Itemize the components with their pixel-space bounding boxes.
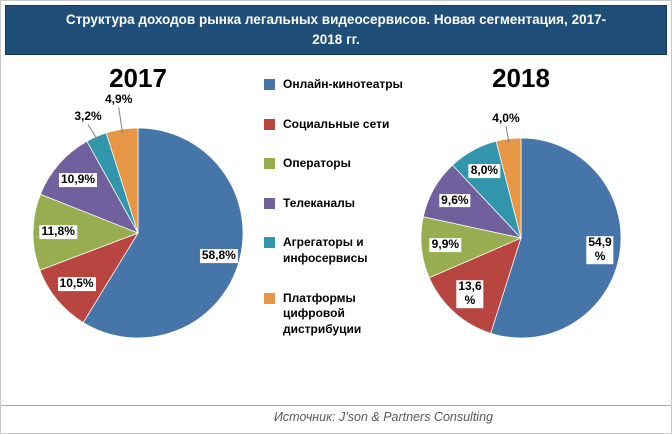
pie-block-2017: 2017 58,8% 10,5% 11,8% 10,9% 3,2% 4,9%: [3, 57, 273, 397]
legend-label: Телеканалы: [283, 195, 356, 210]
label-leader-line: [87, 124, 99, 141]
pie-value-label: 10,9%: [59, 172, 98, 188]
legend-label: Агрегаторы и инфосервисы: [283, 235, 368, 265]
pie-value-label: 13,6 %: [456, 279, 484, 309]
legend-item: Онлайн-кинотеатры: [264, 77, 405, 93]
pie-value-label: 4,0%: [490, 111, 522, 126]
source-text: Источник: J’son & Partners Consulting: [273, 410, 493, 424]
legend-swatch: [264, 79, 275, 90]
legend-swatch: [264, 118, 275, 130]
pie-value-label: 11,8%: [39, 224, 77, 240]
pie-svg: [420, 125, 622, 339]
legend-swatch: [264, 197, 275, 209]
legend-swatch: [264, 158, 275, 170]
legend-label: Онлайн-кинотеатры: [283, 77, 403, 91]
pie-value-label: 58,8%: [199, 247, 238, 263]
pie-value-label: 9,9%: [429, 237, 462, 253]
legend-item: Социальные сети: [264, 117, 405, 133]
pie-slice: [490, 137, 622, 339]
pie-value-label: 3,2%: [72, 109, 104, 125]
legend-item: Агрегаторы и инфосервисы: [264, 235, 405, 266]
legend-swatch: [264, 237, 275, 249]
footer-divider: [1, 405, 671, 406]
pie-slice: [32, 193, 140, 271]
pie-value-label: 10,5%: [57, 276, 96, 291]
pie-2017-year-label: 2017: [109, 63, 167, 93]
charts-area: 2017 58,8% 10,5% 11,8% 10,9% 3,2% 4,9% Онлайн…: [1, 57, 671, 402]
label-leader-line: [118, 107, 124, 134]
chart-title: Структура доходов рынка легальных видеос…: [65, 12, 607, 47]
pie-chart-2017: 58,8% 10,5% 11,8% 10,9% 3,2% 4,9%: [3, 57, 273, 397]
pie-2018-year-label: 2018: [492, 63, 550, 93]
legend-label: Операторы: [283, 156, 351, 171]
legend-label: Платформы цифровой дистрибуции: [283, 290, 362, 336]
chart-title-bar: Структура доходов рынка легальных видеос…: [5, 5, 667, 55]
legend-item: Операторы: [264, 156, 405, 172]
pie-chart-2018: 54,9 % 13,6 % 9,9% 9,6% 8,0% 4,0%: [386, 57, 656, 397]
legend-swatch: [264, 292, 275, 304]
legend-label: Социальные сети: [283, 116, 390, 131]
pie-value-label: 54,9 %: [586, 235, 614, 265]
legend-item: Платформы цифровой дистрибуции: [264, 291, 405, 338]
pie-value-label: 8,0%: [468, 163, 501, 179]
pie-block-2018: 2018 54,9 % 13,6 % 9,9% 9,6% 8,0% 4,0%: [386, 57, 656, 397]
pie-value-label: 4,9%: [103, 92, 135, 108]
pie-value-label: 9,6%: [439, 192, 471, 208]
legend-item: Телеканалы: [264, 196, 405, 212]
pie-slice: [82, 127, 244, 339]
label-leader-line: [505, 125, 510, 143]
legend: Онлайн-кинотеатры Социальные сети Оператор…: [264, 77, 405, 337]
